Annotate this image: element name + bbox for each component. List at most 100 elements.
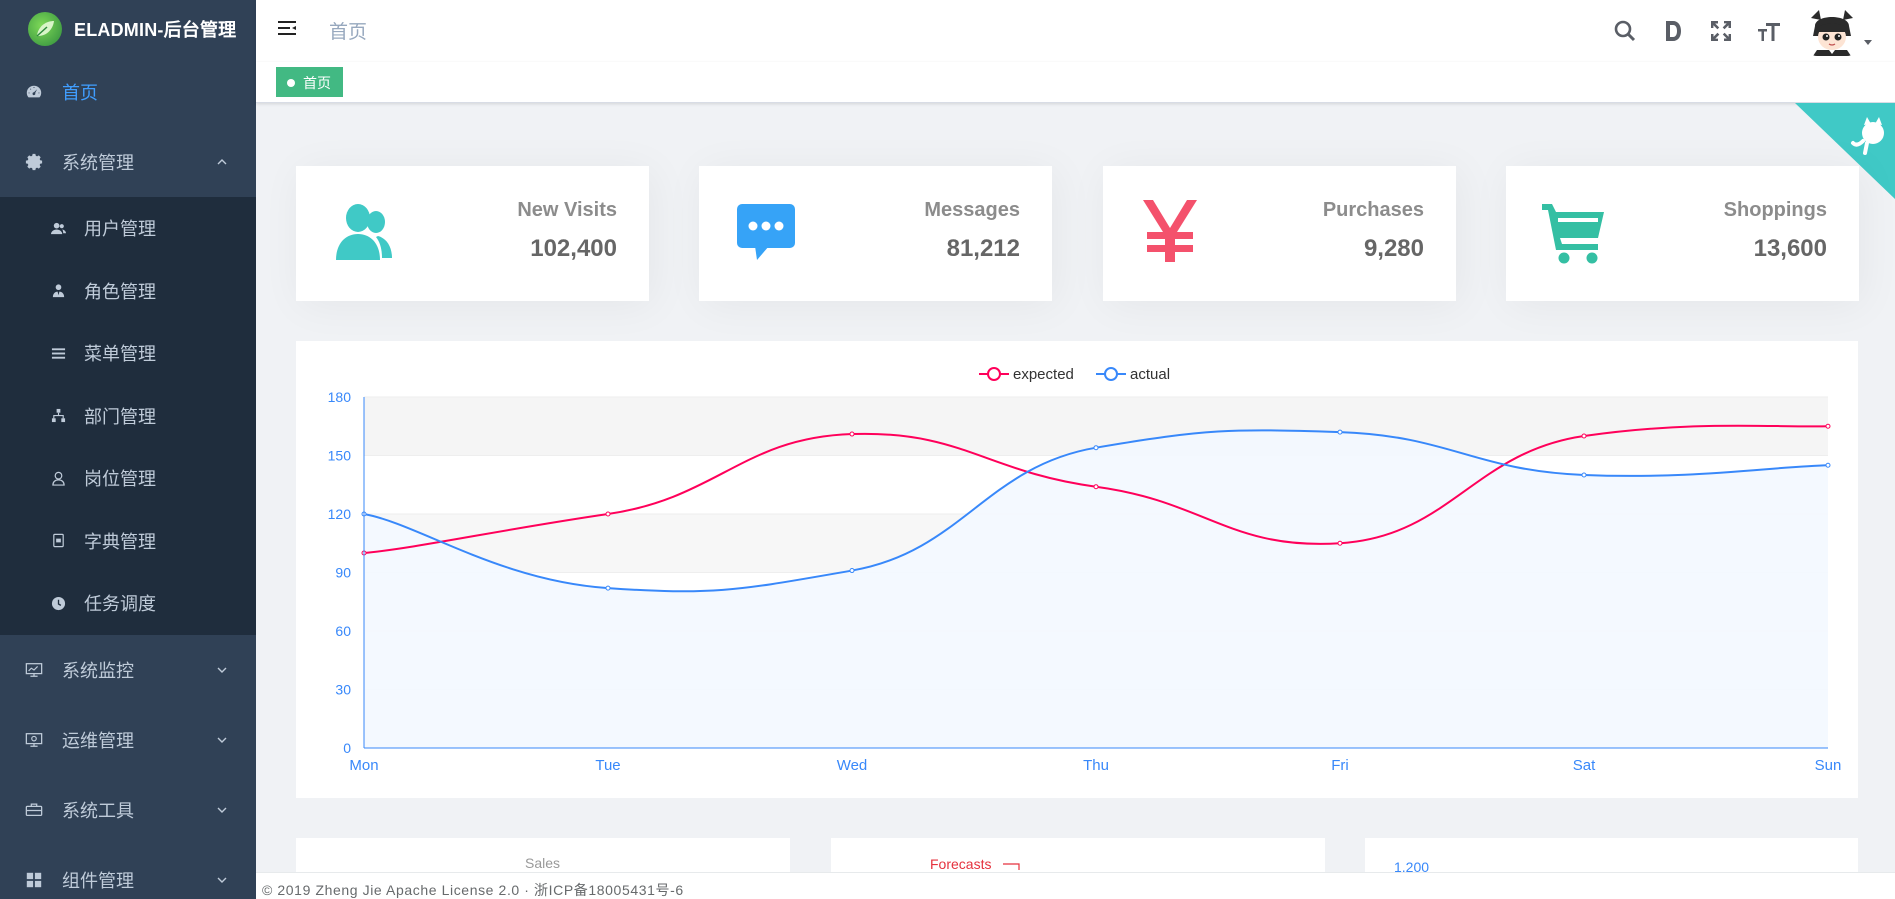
card-label: New Visits xyxy=(517,199,617,221)
sidebar-item-label: 字典管理 xyxy=(84,531,156,552)
x-tick-label: Sat xyxy=(1573,757,1596,774)
sidebar-item-home[interactable]: 首页 xyxy=(0,57,256,127)
y-tick-label: 90 xyxy=(335,565,351,581)
data-point-expected[interactable] xyxy=(849,431,855,437)
font-size-icon[interactable] xyxy=(1755,17,1783,45)
card-label: Messages xyxy=(924,199,1020,221)
github-corner-icon[interactable] xyxy=(1795,103,1895,199)
peoples-icon xyxy=(330,198,396,264)
x-tick-label: Wed xyxy=(837,757,868,774)
shopping-icon xyxy=(1540,198,1606,264)
hamburger-icon[interactable] xyxy=(276,17,300,41)
tag-home[interactable]: 首页 xyxy=(276,67,343,97)
data-point-actual[interactable] xyxy=(1093,445,1099,451)
sidebar-item-label: 组件管理 xyxy=(62,870,134,891)
sidebar-item-users[interactable]: 用户管理 xyxy=(0,197,256,260)
sales-chart-title: Sales xyxy=(525,855,561,871)
card-value: 9,280 xyxy=(1363,235,1424,262)
right-menu xyxy=(1591,0,1895,62)
components-icon xyxy=(24,870,44,890)
legend-swatch-marker xyxy=(987,367,1001,381)
money-icon xyxy=(1137,198,1203,264)
leaf-logo-icon xyxy=(28,11,62,46)
data-point-expected[interactable] xyxy=(605,511,611,517)
x-tick-label: Sun xyxy=(1815,757,1842,774)
dashboard-icon xyxy=(24,82,44,102)
sidebar-item-label: 系统工具 xyxy=(62,800,134,821)
caret-down-icon[interactable] xyxy=(1863,37,1873,47)
search-icon[interactable] xyxy=(1611,17,1639,45)
data-point-actual[interactable] xyxy=(605,585,611,591)
sidebar-item-label: 菜单管理 xyxy=(84,344,156,365)
doc-icon[interactable] xyxy=(1659,17,1687,45)
panel-card-purchases[interactable]: Purchases 9,280 xyxy=(1103,166,1456,301)
role-icon xyxy=(50,283,66,299)
data-point-actual[interactable] xyxy=(849,568,855,574)
sidebar-item-jobs[interactable]: 任务调度 xyxy=(0,572,256,635)
data-point-expected[interactable] xyxy=(1337,540,1343,546)
submenu-system: 用户管理 角色管理 菜单管理 部门管理 岗位管理 xyxy=(0,197,256,635)
sidebar-item-menus[interactable]: 菜单管理 xyxy=(0,322,256,385)
sidebar-item-ops[interactable]: 运维管理 xyxy=(0,705,256,775)
tag-active-dot xyxy=(287,79,295,87)
sidebar-item-dict[interactable]: 字典管理 xyxy=(0,510,256,573)
data-point-actual[interactable] xyxy=(1825,462,1831,468)
dictionary-icon xyxy=(50,533,66,549)
panel-card-visits[interactable]: New Visits 102,400 xyxy=(296,166,649,301)
card-label: Purchases xyxy=(1322,199,1424,221)
logo[interactable]: ELADMIN-后台管理 xyxy=(0,0,256,57)
y-tick-label: 60 xyxy=(335,623,351,639)
x-tick-label: Thu xyxy=(1083,757,1109,774)
timing-icon xyxy=(50,595,66,611)
tags-view: 首页 xyxy=(256,62,1895,103)
breadcrumb[interactable]: 首页 xyxy=(329,22,368,43)
bar-chart-ytick: 1,200 xyxy=(1394,859,1430,875)
sidebar-item-label: 首页 xyxy=(62,83,98,103)
ops-icon xyxy=(24,730,44,750)
chevron-down-icon xyxy=(217,737,227,743)
sidebar-item-roles[interactable]: 角色管理 xyxy=(0,260,256,323)
user-dropdown[interactable] xyxy=(1807,6,1873,56)
data-point-actual[interactable] xyxy=(1581,472,1587,478)
navbar: 首页 xyxy=(256,0,1895,62)
chevron-down-icon xyxy=(217,807,227,813)
sidebar-item-label: 任务调度 xyxy=(84,594,156,615)
legend-item-expected[interactable]: expected xyxy=(979,366,1074,383)
line-chart: 0 30 60 90 120 150 180 Mon Tue Wed Thu Fri Sat Sun e… xyxy=(296,341,1858,798)
sidebar-item-monitor[interactable]: 系统监控 xyxy=(0,635,256,705)
sidebar-item-label: 系统监控 xyxy=(62,660,134,681)
chevron-up-icon xyxy=(217,159,227,165)
forecasts-legend-line xyxy=(1003,863,1020,870)
y-tick-label: 120 xyxy=(328,506,352,522)
data-point-expected[interactable] xyxy=(1825,423,1831,429)
sidebar-item-label: 角色管理 xyxy=(84,281,156,302)
sidebar-item-components[interactable]: 组件管理 xyxy=(0,845,256,899)
x-tick-label: Mon xyxy=(349,757,378,774)
sidebar-item-label: 岗位管理 xyxy=(84,469,156,490)
panel-card-shoppings[interactable]: Shoppings 13,600 xyxy=(1506,166,1859,301)
data-point-actual[interactable] xyxy=(1337,429,1343,435)
forecasts-legend: Forecasts xyxy=(930,856,992,872)
sidebar: ELADMIN-后台管理 首页 系统管理 用户管理 角色管理 xyxy=(0,0,256,899)
y-tick-label: 0 xyxy=(343,740,351,756)
sidebar-item-depts[interactable]: 部门管理 xyxy=(0,385,256,448)
avatar[interactable] xyxy=(1807,6,1857,56)
legend-label: expected xyxy=(1013,366,1074,383)
legend-item-actual[interactable]: actual xyxy=(1096,366,1170,383)
x-tick-label: Fri xyxy=(1331,757,1349,774)
fullscreen-icon[interactable] xyxy=(1707,17,1735,45)
sidebar-item-posts[interactable]: 岗位管理 xyxy=(0,447,256,510)
sidebar-item-label: 用户管理 xyxy=(84,219,156,240)
sidebar-item-label: 运维管理 xyxy=(62,730,134,751)
sidebar-item-tools[interactable]: 系统工具 xyxy=(0,775,256,845)
sidebar-item-system[interactable]: 系统管理 xyxy=(0,127,256,197)
data-point-expected[interactable] xyxy=(1093,484,1099,490)
panel-card-messages[interactable]: Messages 81,212 xyxy=(699,166,1052,301)
monitor-icon xyxy=(24,660,44,680)
series-area-actual xyxy=(364,430,1828,748)
sidebar-item-label: 系统管理 xyxy=(62,153,134,173)
sidebar-item-label: 部门管理 xyxy=(84,406,156,427)
x-tick-label: Tue xyxy=(595,757,620,774)
menu-icon xyxy=(50,345,66,361)
data-point-expected[interactable] xyxy=(1581,433,1587,439)
